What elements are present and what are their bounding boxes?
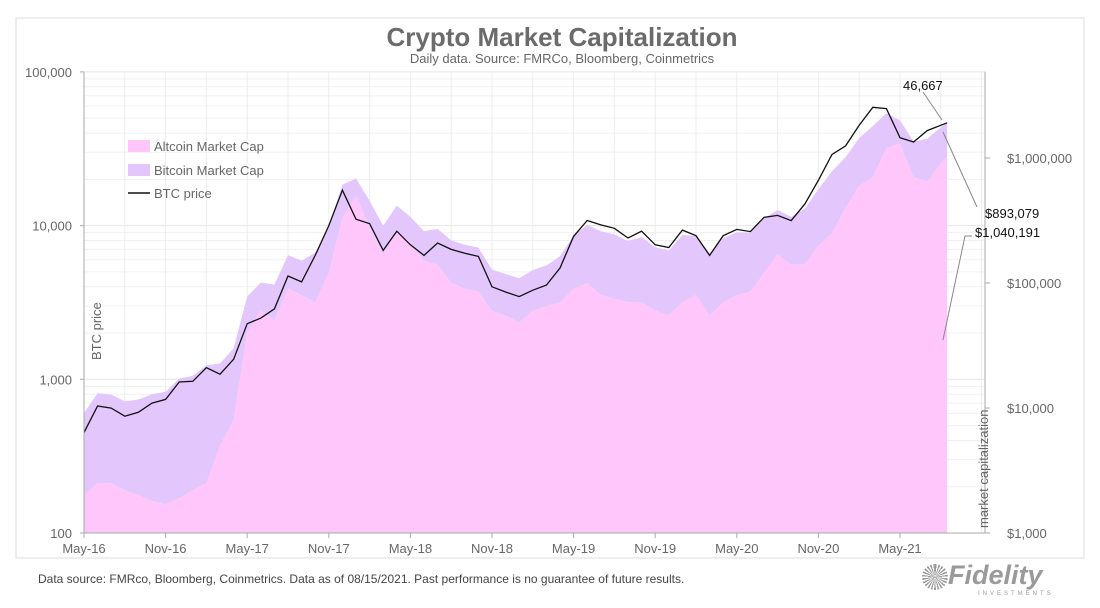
left-axis-tick-label: 100,000 <box>25 65 72 80</box>
x-axis-tick-label: Nov-19 <box>634 541 676 556</box>
right-axis-label: market capitalization <box>976 410 991 529</box>
altcoin-market-cap-area <box>84 143 948 534</box>
x-axis-tick-label: May-17 <box>226 541 269 556</box>
btc-price-line <box>83 106 948 433</box>
left-axis-tick-label: 100 <box>50 526 72 541</box>
x-axis-tick-label: May-21 <box>878 541 921 556</box>
x-axis-tick-label: Nov-18 <box>471 541 513 556</box>
logo-name: Fidelity <box>948 560 1043 590</box>
annotation-bitcoin-cap-last: $893,079 <box>985 206 1039 221</box>
right-axis-tick-label: $10,000 <box>1007 401 1054 416</box>
x-axis-tick-label: Nov-16 <box>145 541 187 556</box>
annotation-btc-last: 46,667 <box>903 78 943 93</box>
x-axis-tick-label: May-18 <box>389 541 432 556</box>
fidelity-logo: Fidelity INVESTMENTS <box>922 560 1072 600</box>
x-axis-tick-label: May-16 <box>62 541 105 556</box>
annotations: 46,667 $893,079 $1,040,191 <box>903 78 1040 341</box>
annotation-leader-bitcoin-cap <box>942 131 978 208</box>
x-axis-tick-label: May-19 <box>552 541 595 556</box>
legend: Altcoin Market Cap Bitcoin Market Cap BT… <box>128 139 264 201</box>
x-axis-tick-label: Nov-17 <box>308 541 350 556</box>
legend-swatch-bitcoin <box>128 164 150 176</box>
logo-tagline: INVESTMENTS <box>978 591 1054 597</box>
left-axis-tick-label: 1,000 <box>39 372 72 387</box>
legend-label-altcoin: Altcoin Market Cap <box>154 139 264 154</box>
legend-label-bitcoin: Bitcoin Market Cap <box>154 163 264 178</box>
legend-label-btc-price: BTC price <box>154 186 212 201</box>
x-axis-tick-label: May-20 <box>715 541 758 556</box>
chart-subtitle: Daily data. Source: FMRCo, Bloomberg, Co… <box>410 51 715 66</box>
right-axis-tick-label: $1,000 <box>1007 526 1047 541</box>
right-axis-tick-label: $100,000 <box>1007 276 1061 291</box>
annotation-altcoin-cap-last: $1,040,191 <box>975 225 1040 240</box>
fidelity-burst-icon <box>922 564 948 590</box>
axes: 100,000 10,000 1,000 100 $1,000,000 $100,000 $… <box>25 65 1072 556</box>
chart-title: Crypto Market Capitalization <box>386 22 737 52</box>
footer-note: Data source: FMRco, Bloomberg, Coinmetri… <box>38 572 685 586</box>
bitcoin-market-cap-area <box>84 113 948 505</box>
left-axis-tick-label: 10,000 <box>32 219 72 234</box>
left-axis-label: BTC price <box>89 302 104 360</box>
annotation-leader-altcoin-cap <box>942 235 972 341</box>
right-axis-tick-label: $1,000,000 <box>1007 151 1072 166</box>
x-axis-tick-label: Nov-20 <box>797 541 839 556</box>
areas <box>83 106 948 534</box>
annotation-leader-btc <box>922 91 943 121</box>
legend-swatch-altcoin <box>128 140 150 152</box>
